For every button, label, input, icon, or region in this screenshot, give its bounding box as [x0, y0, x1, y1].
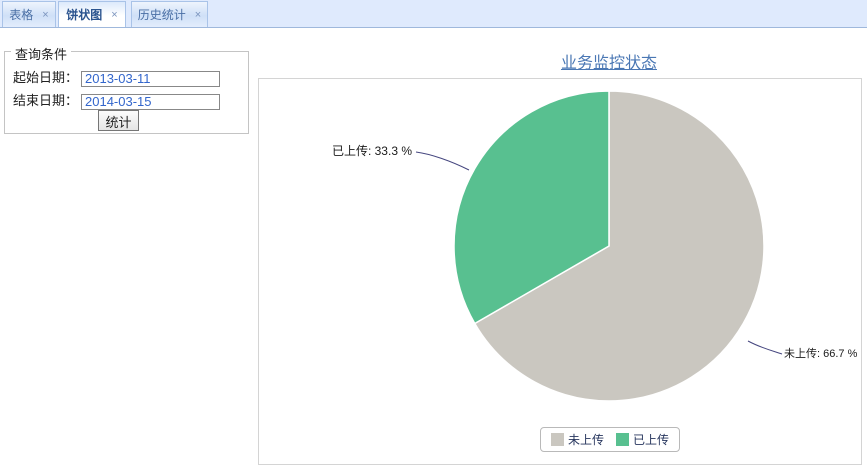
svg-text:未上传: 66.7 %: 未上传: 66.7 %: [784, 347, 858, 360]
svg-text:已上传: 33.3 %: 已上传: 33.3 %: [332, 143, 412, 158]
